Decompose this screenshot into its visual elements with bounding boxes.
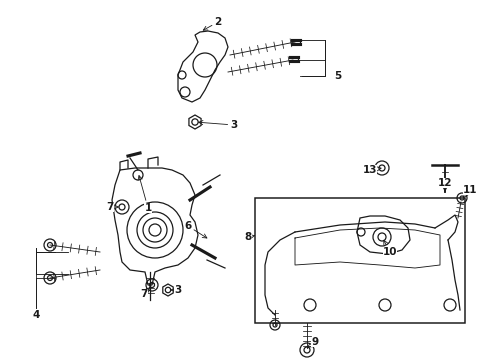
Text: 6: 6 (184, 221, 207, 238)
Text: 3: 3 (172, 285, 182, 295)
Bar (255, 198, 465, 323)
Text: 11: 11 (463, 185, 477, 197)
Text: 1: 1 (138, 176, 151, 213)
Text: 9: 9 (308, 337, 319, 347)
Text: 4: 4 (32, 310, 40, 320)
Text: 7: 7 (106, 202, 118, 212)
Text: 2: 2 (203, 17, 221, 30)
Text: 13: 13 (363, 165, 381, 175)
Text: 10: 10 (383, 240, 397, 257)
Text: 12: 12 (438, 178, 452, 191)
Text: 3: 3 (199, 120, 238, 130)
Text: 7: 7 (140, 288, 149, 299)
Text: 5: 5 (334, 71, 342, 81)
Text: 8: 8 (245, 232, 255, 242)
